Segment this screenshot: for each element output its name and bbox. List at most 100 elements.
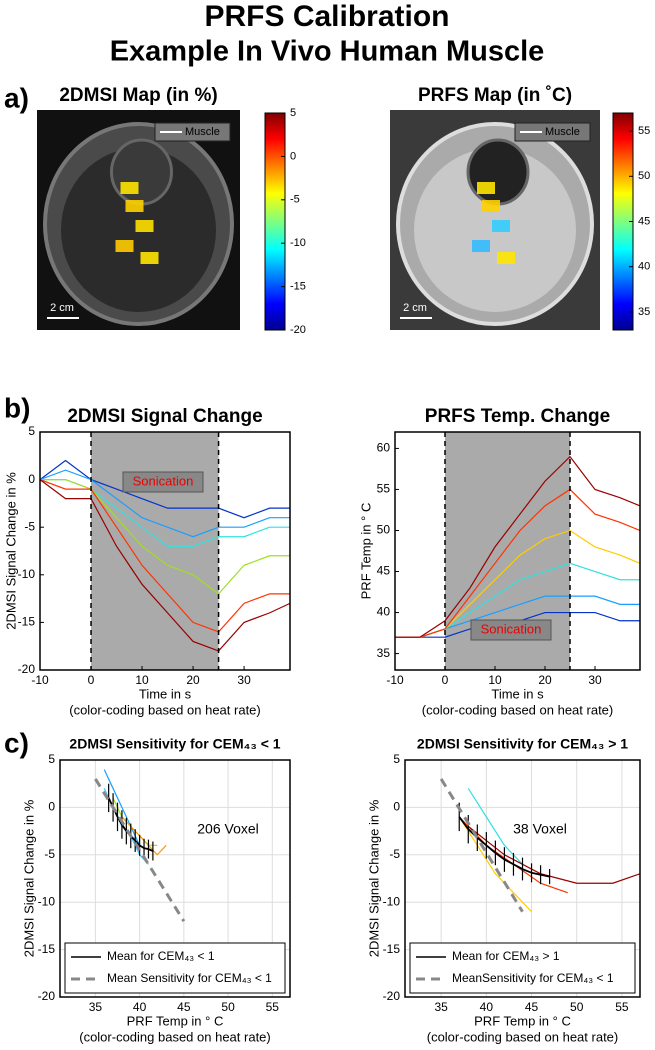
y-tick-label: 50 <box>377 523 391 537</box>
legend-box <box>154 122 231 142</box>
x-tick-label: 50 <box>570 1000 584 1014</box>
overlay-region <box>477 182 495 194</box>
series-line <box>467 825 640 884</box>
colorbar-tick-label: 50 <box>638 170 650 182</box>
x-tick-label: 10 <box>488 673 502 687</box>
x-axis-label: PRF Temp in ° C <box>127 1013 224 1028</box>
chart-title: 2DMSI Sensitivity for CEM₄₃ > 1 <box>417 736 628 752</box>
x-tick-label: 55 <box>615 1000 629 1014</box>
y-tick-label: 40 <box>377 605 391 619</box>
series-line <box>395 455 640 638</box>
x-axis-label: PRF Temp in ° C <box>474 1013 571 1028</box>
series-line <box>458 816 532 913</box>
y-tick-label: 45 <box>377 564 391 578</box>
y-tick-label: -15 <box>18 615 36 629</box>
y-axis-label: 2DMSI Signal Change in % <box>3 472 18 630</box>
annotation: 206 Voxel <box>197 821 259 837</box>
y-tick-label: -15 <box>383 942 401 956</box>
y-tick-label: -10 <box>18 567 36 581</box>
y-tick-label: -20 <box>38 989 56 1003</box>
legend-box <box>64 942 286 994</box>
y-tick-label: -10 <box>38 894 56 908</box>
y-axis-label: 2DMSI Signal Change in % <box>21 799 36 957</box>
overlay-region <box>492 220 510 232</box>
subtitle: Example In Vivo Human Muscle <box>110 36 545 68</box>
annotation: Sonication <box>133 473 194 488</box>
colorbar-tick-label: 35 <box>638 306 650 318</box>
legend-label: Mean for CEM₄₃ < 1 <box>107 949 215 963</box>
panel-label: c) <box>4 727 29 758</box>
y-tick-label: 5 <box>48 752 55 766</box>
y-axis-label: 2DMSI Signal Change in % <box>366 799 381 957</box>
chart-title: PRFS Temp. Change <box>425 406 610 427</box>
x-tick-label: 40 <box>480 1000 494 1014</box>
series-group <box>94 769 186 922</box>
y-tick-label: -20 <box>383 989 401 1003</box>
chart-title: 2DMSI Sensitivity for CEM₄₃ < 1 <box>69 736 280 752</box>
x-tick-label: 40 <box>133 1000 147 1014</box>
y-tick-label: -5 <box>24 519 35 533</box>
y-tick-label: 5 <box>28 424 35 438</box>
x-tick-label: 50 <box>221 1000 235 1014</box>
y-tick-label: -5 <box>389 847 400 861</box>
axes-frame <box>404 759 641 998</box>
annotation: 38 Voxel <box>513 821 567 837</box>
y-tick-label: 35 <box>377 646 391 660</box>
x-tick-label: 45 <box>525 1000 539 1014</box>
y-axis-label: PRF Temp in ° C <box>358 503 373 600</box>
colorbar-tick-label: 45 <box>638 215 650 227</box>
y-tick-label: -10 <box>383 894 401 908</box>
annotation-box <box>470 619 552 641</box>
y-tick-label: 0 <box>393 800 400 814</box>
legend-box <box>514 122 591 142</box>
colorbar-tick-label: -20 <box>290 324 306 336</box>
overlay-region <box>472 240 490 252</box>
colorbar-tick-label: 0 <box>290 150 296 162</box>
chart-title: 2DMSI Map (in %) <box>59 85 217 106</box>
series-line <box>395 488 640 638</box>
colorbar-tick-label: -5 <box>290 194 300 206</box>
overlay-region <box>120 182 139 194</box>
series-line <box>40 479 290 595</box>
series-line <box>40 469 290 538</box>
y-tick-label: -15 <box>38 942 56 956</box>
overlay-region <box>115 240 134 252</box>
x-axis-note: (color-coding based on heat rate) <box>427 1029 619 1044</box>
x-axis-label: Time in s <box>139 686 192 701</box>
series-line <box>40 479 290 633</box>
legend-label: Mean Sensitivity for CEM₄₃ < 1 <box>107 971 272 985</box>
y-tick-label: 0 <box>28 472 35 486</box>
chart-title: 2DMSI Signal Change <box>67 406 262 427</box>
y-tick-label: 5 <box>393 752 400 766</box>
x-tick-label: 45 <box>177 1000 191 1014</box>
panel-label: a) <box>4 82 29 113</box>
x-tick-label: 0 <box>442 673 449 687</box>
x-tick-label: 20 <box>186 673 200 687</box>
x-tick-label: 55 <box>266 1000 280 1014</box>
scalebar-label: 2 cm <box>403 302 427 314</box>
chart-title: PRFS Map (in ˚C) <box>418 85 572 106</box>
legend-box <box>409 942 636 994</box>
legend-label: Muscle <box>185 126 220 138</box>
series-group <box>40 459 290 652</box>
y-tick-label: -20 <box>18 662 36 676</box>
legend-label: Muscle <box>545 126 580 138</box>
overlay-region <box>125 200 144 212</box>
colorbar-tick-label: -15 <box>290 281 306 293</box>
scalebar-label: 2 cm <box>50 302 74 314</box>
series-line <box>103 769 141 846</box>
x-axis-note: (color-coding based on heat rate) <box>422 702 614 717</box>
series-group <box>439 778 640 913</box>
axes-frame <box>394 431 641 671</box>
x-tick-label: -10 <box>31 673 49 687</box>
overlay-region <box>497 252 515 264</box>
x-axis-label: Time in s <box>491 686 544 701</box>
series-line <box>40 459 290 519</box>
x-axis-note: (color-coding based on heat rate) <box>79 1029 271 1044</box>
mri-bone <box>466 138 530 206</box>
colorbar <box>264 112 286 331</box>
series-line <box>40 479 290 652</box>
overlay-region <box>482 200 500 212</box>
